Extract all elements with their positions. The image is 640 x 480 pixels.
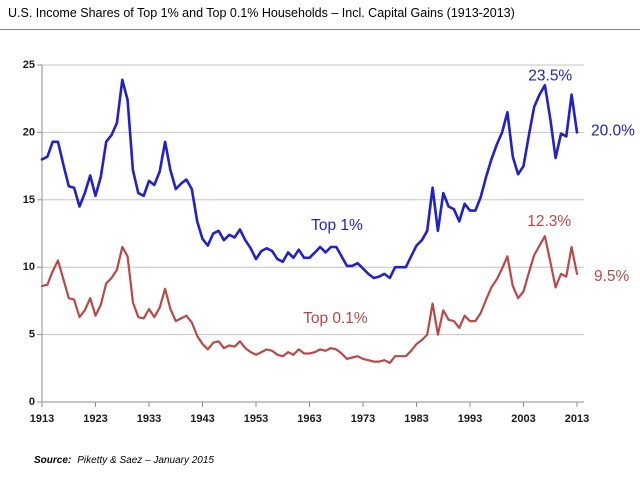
series-lines: [40, 78, 579, 364]
annotation-label: 23.5%: [528, 67, 572, 84]
y-tick-label: 10: [23, 261, 35, 273]
annotation-label: 9.5%: [594, 268, 630, 285]
axes: [37, 64, 584, 407]
y-tick-labels: 0 5 10 15 20 25: [23, 59, 35, 408]
annotation-label: 20.0%: [591, 123, 635, 140]
source-text: Piketty & Saez – January 2015: [77, 455, 214, 466]
y-tick-label: 15: [23, 194, 35, 206]
top-1-percent-line: [40, 78, 579, 280]
top-0-1-percent-line: [40, 235, 579, 364]
y-tick-label: 20: [23, 126, 35, 138]
x-tick-label: 1923: [83, 413, 107, 425]
annotation-label: Top 0.1%: [303, 310, 368, 327]
annotation-label: 12.3%: [527, 213, 571, 230]
x-tick-labels: 1913 1923 1933 1943 1953 1963 1973 1983 1993 2003…: [30, 413, 589, 425]
title-divider: [0, 29, 640, 30]
x-tick-label: 1913: [30, 413, 54, 425]
annotation-label: Top 1%: [311, 217, 363, 234]
source-note: Source: Piketty & Saez – January 2015: [34, 455, 214, 466]
x-tick-label: 1933: [137, 413, 161, 425]
source-label: Source:: [34, 455, 72, 466]
annotations: 23.5% 20.0% Top 1% Top 0.1% 12.3% 9.5%: [303, 67, 635, 327]
x-tick-label: 1993: [458, 413, 482, 425]
y-tick-label: 5: [29, 329, 35, 341]
y-tick-label: 25: [23, 59, 35, 71]
x-tick-label: 1983: [404, 413, 428, 425]
y-tick-label: 0: [29, 396, 35, 408]
gridlines: [42, 64, 584, 336]
x-tick-label: 1973: [351, 413, 375, 425]
x-tick-label: 1943: [190, 413, 214, 425]
x-tick-label: 1953: [244, 413, 268, 425]
x-tick-label: 2003: [511, 413, 535, 425]
x-tick-label: 2013: [565, 413, 589, 425]
x-tick-label: 1963: [297, 413, 321, 425]
chart-title: U.S. Income Shares of Top 1% and Top 0.1…: [8, 6, 515, 20]
